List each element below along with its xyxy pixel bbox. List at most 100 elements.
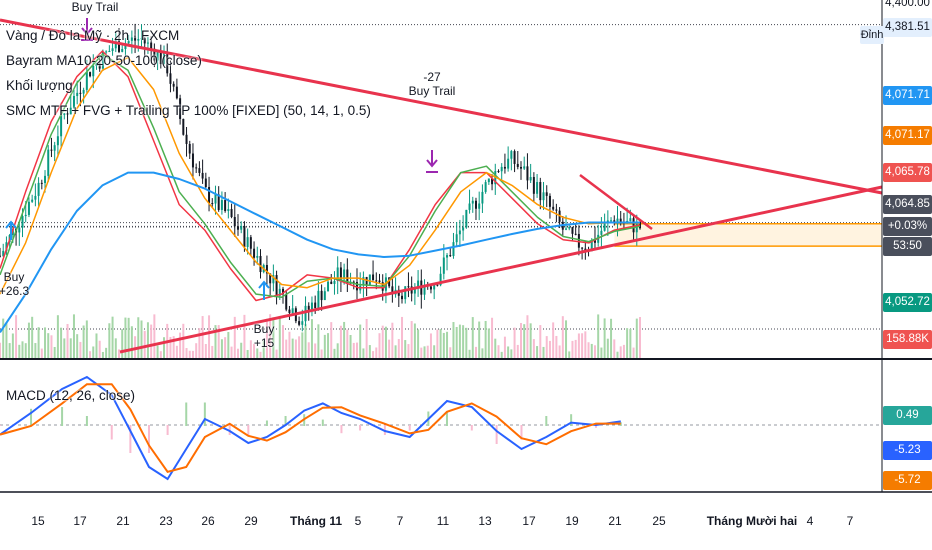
- volume-bar: [323, 334, 326, 358]
- volume-bar: [278, 315, 281, 358]
- price-axis-top: 4,400.00: [883, 0, 932, 13]
- candle-body: [446, 255, 449, 258]
- volume-bar: [423, 346, 426, 358]
- candle-body: [317, 290, 320, 309]
- volume-bar: [639, 316, 641, 358]
- macd-line: [0, 375, 621, 481]
- candle-body: [304, 305, 307, 322]
- candle-body: [433, 284, 436, 290]
- volume-bar: [626, 328, 629, 358]
- volume-bar: [134, 336, 137, 358]
- legend-symbol[interactable]: Vàng / Đô la Mỹ · 2h · FXCM: [6, 28, 180, 43]
- candle-body: [224, 200, 227, 212]
- volume-bar: [597, 314, 600, 358]
- volume-bar: [98, 340, 101, 358]
- volume-bar: [513, 327, 516, 358]
- candle-body: [211, 203, 214, 205]
- candle-body: [539, 182, 542, 201]
- candle-body: [346, 269, 349, 284]
- price-badge: 4,071.71: [883, 86, 932, 105]
- candle-body: [619, 218, 622, 223]
- candle-body: [282, 288, 285, 295]
- macd-histogram-bar: [359, 425, 362, 431]
- axes-frame: [0, 0, 932, 493]
- candle-body: [462, 227, 465, 231]
- volume-bar: [574, 339, 577, 358]
- macd-histogram-bar: [30, 408, 33, 426]
- moving-averages: [0, 50, 641, 333]
- volume-bar: [442, 332, 445, 358]
- macd-pane: [0, 375, 882, 481]
- volume-bar: [497, 345, 500, 358]
- macd-badge: -5.72: [883, 471, 932, 490]
- legend-smc[interactable]: SMC MTF + FVG + Trailing TP 100% [FIXED]…: [6, 103, 371, 118]
- volume-bar: [31, 316, 34, 358]
- candle-body: [520, 166, 523, 169]
- trendlines: [0, 18, 883, 354]
- price-badge: 4,064.85: [883, 195, 932, 214]
- time-tick-label: 11: [436, 514, 450, 528]
- volume-bar: [230, 346, 233, 358]
- volume-bar: [426, 345, 429, 358]
- candle-body: [516, 163, 519, 167]
- volume-bar: [610, 318, 613, 358]
- volume-bar: [18, 344, 21, 358]
- time-tick-label: 19: [565, 514, 579, 528]
- volume-bar: [468, 349, 471, 358]
- candle-body: [201, 172, 204, 179]
- volume-bar: [581, 333, 584, 358]
- volume-bar: [105, 347, 108, 358]
- volume-bar: [265, 318, 268, 358]
- peak-label: Đỉnh: [860, 26, 884, 44]
- legend-volume[interactable]: Khối lượng: [6, 78, 73, 93]
- candle-body: [523, 166, 526, 169]
- volume-bar: [282, 325, 285, 358]
- volume-bar: [191, 350, 194, 358]
- legend-ma[interactable]: Bayram MA10-20-50-100 (close): [6, 53, 202, 68]
- volume-bar: [79, 341, 82, 358]
- candle-body: [34, 195, 37, 200]
- candle-body: [436, 284, 439, 286]
- volume-bar: [536, 346, 539, 358]
- volume-bar: [262, 340, 265, 358]
- candle-body: [545, 192, 548, 196]
- candle-body: [95, 63, 98, 66]
- candle-body: [481, 191, 484, 204]
- volume-bar: [24, 343, 27, 358]
- macd-histogram-bar: [265, 420, 268, 426]
- candle-body: [368, 274, 371, 286]
- volume-bar: [462, 325, 465, 358]
- volume-bar: [172, 336, 175, 358]
- volume-bar: [37, 327, 40, 358]
- candle-body: [510, 151, 513, 159]
- candle-body: [156, 52, 159, 61]
- candle-body: [249, 237, 252, 249]
- volume-bar: [211, 345, 214, 358]
- candle-body: [497, 171, 500, 173]
- candle-body: [526, 166, 529, 181]
- candle-body: [275, 275, 278, 296]
- candle-body: [53, 145, 56, 151]
- candle-body: [548, 195, 551, 207]
- volume-bar: [195, 343, 198, 358]
- volume-bar: [236, 348, 239, 358]
- candle-body: [220, 200, 223, 210]
- candle-body: [111, 48, 114, 52]
- volume-bar: [21, 341, 24, 358]
- volume-bar: [124, 317, 127, 358]
- volume-bar: [343, 321, 346, 358]
- volume-bar: [471, 317, 474, 358]
- volume-bar: [2, 318, 5, 358]
- volume-bar: [520, 322, 523, 358]
- volume-bar: [92, 346, 95, 358]
- volume-bar: [491, 317, 494, 358]
- volume-bar: [208, 315, 211, 358]
- signal-label: Buy Trail: [71, 0, 119, 14]
- volume-bar: [310, 319, 313, 358]
- candle-body: [153, 48, 156, 61]
- macd-histogram-bar: [85, 416, 88, 426]
- candle-body: [24, 214, 27, 217]
- candle-body: [0, 255, 1, 257]
- legend-macd[interactable]: MACD (12, 26, close): [6, 388, 136, 403]
